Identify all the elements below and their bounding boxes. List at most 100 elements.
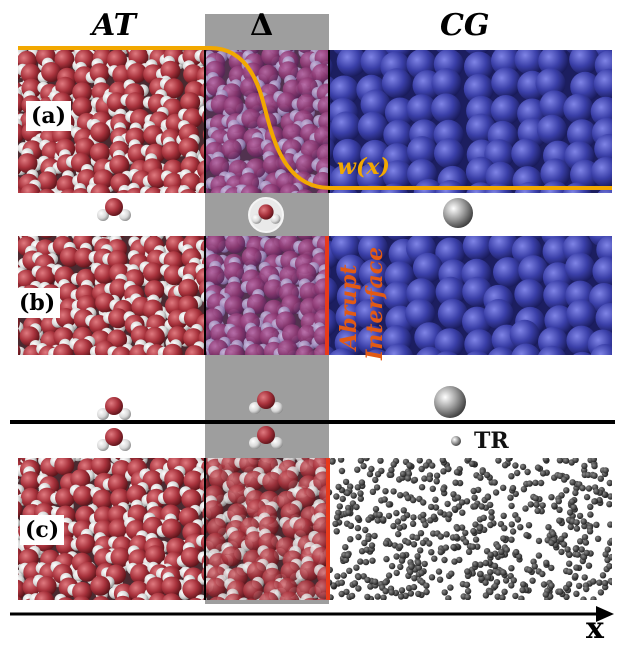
tr-particle [564,546,570,552]
cg-bead [409,23,439,53]
hydrogen-atom [2,529,14,541]
tr-particle [451,558,457,564]
hydrogen-atom [67,195,79,207]
tr-particle [377,458,383,464]
tr-particle [603,467,609,473]
tr-particle [591,463,597,469]
hydrogen-atom [0,331,7,343]
tr-particle [548,540,554,546]
oxygen-atom [222,546,242,566]
tr-particle [355,525,361,531]
tr-particle [515,516,521,522]
tr-particle [481,515,487,521]
hydrogen-atom [1,120,13,132]
tr-particle [503,577,509,583]
tr-particle [390,488,396,494]
tr-particle [398,593,404,599]
oxygen-atom [143,217,163,237]
oxygen-atom [162,141,182,161]
oxygen-atom [163,344,183,364]
panel-label-b: (b) [14,288,60,318]
cg-bead [569,45,599,75]
tr-particle [415,560,421,566]
tr-particle [508,473,514,479]
tr-particle [362,527,368,533]
hydrogen-atom [2,158,14,170]
tr-particle [577,513,583,519]
tr-particle [440,468,446,474]
hydrogen-atom [176,222,188,234]
oxygen-atom [0,566,19,586]
panel-label-a: (a) [26,101,71,131]
hydrogen-atom [1,582,13,594]
tr-particle [432,497,438,503]
hydrogen-atom [0,305,8,317]
tr-particle [347,536,353,542]
tr-particle [520,581,526,587]
tr-particle [548,494,554,500]
tr-particle [410,514,416,520]
tr-particle [441,557,447,563]
tr-particle [428,549,434,555]
tr-particle [512,462,518,468]
tr-particle [390,523,396,529]
tr-particle [508,537,514,543]
tr-particle [591,498,597,504]
hydrogen-atom [3,320,15,332]
tr-particle [369,558,375,564]
tr-particle [429,574,435,580]
hydrogen-atom [34,440,46,452]
oxygen-atom [161,519,181,539]
hydrogen-atom [7,107,19,119]
tr-particle [518,596,524,602]
cg-bead [565,253,595,283]
tr-particle [538,480,544,486]
tr-particle [408,564,414,570]
tr-particle [471,488,477,494]
tr-particle [452,480,458,486]
cg-bead [491,68,521,98]
cg-bead [414,179,444,209]
tr-particle [420,512,426,518]
cg-bead [382,68,412,98]
tr-particle [337,503,343,509]
tr-particle [572,573,578,579]
tr-particle [590,578,596,584]
cg-bead [566,299,596,329]
tr-particle [364,594,370,600]
tr-particle [372,477,378,483]
tr-particle [543,560,549,566]
tr-particle [346,568,352,574]
oxygen-atom [54,455,74,475]
tr-particle [543,456,549,462]
tr-particle [567,509,573,515]
tr-particle [598,476,604,482]
tr-particle [524,469,530,475]
hydrogen-atom [2,169,14,181]
tr-particle [418,570,424,576]
tr-particle [344,490,350,496]
oxygen-atom [0,534,18,554]
hydrogen-atom [66,601,78,613]
tr-particle [369,542,375,548]
tr-particle [329,458,335,464]
tr-particle [513,549,519,555]
tr-particle [477,475,483,481]
tr-particle [386,501,392,507]
cg-bead [571,209,601,239]
tr-particle [394,570,400,576]
hydrogen-atom [162,219,174,231]
tr-particle-icon [451,436,461,446]
tr-particle [349,593,355,599]
tr-particle [566,581,572,587]
oxygen-atom [258,204,273,219]
tr-particle [590,596,596,602]
tr-particle [431,556,437,562]
tr-particle [514,470,520,476]
oxygen-atom [6,580,26,600]
tr-particle [602,580,608,586]
tr-particle [487,589,493,595]
hydrogen-atom [2,186,14,198]
